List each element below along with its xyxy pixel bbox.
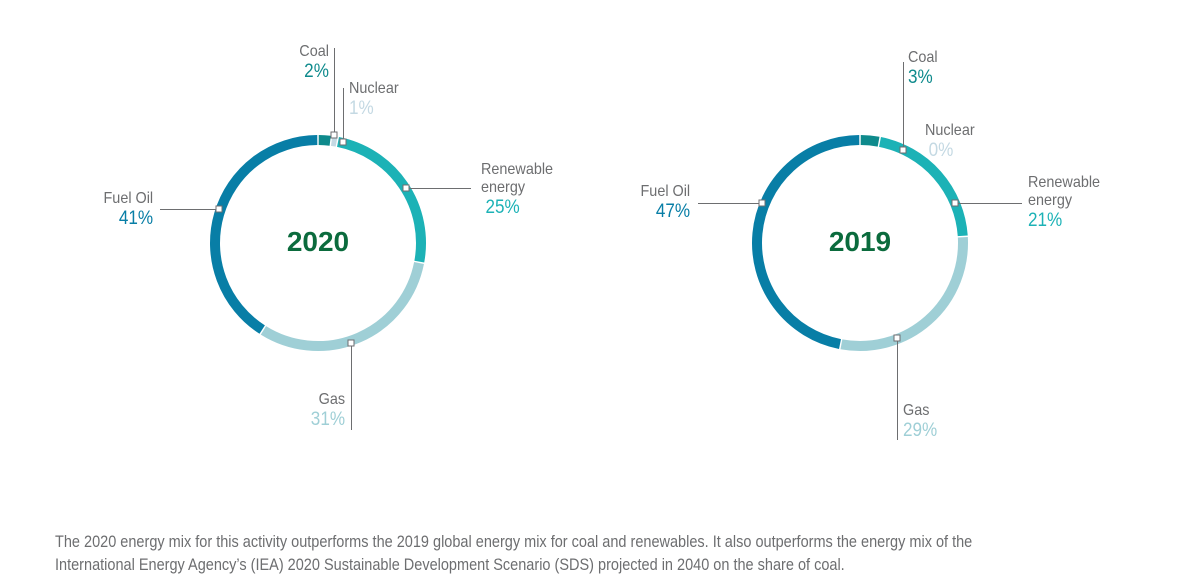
label-pct: 25% bbox=[485, 197, 520, 218]
caption: The 2020 energy mix for this activity ou… bbox=[55, 530, 972, 576]
caption-line-2: International Energy Agency’s (IEA) 2020… bbox=[55, 555, 845, 574]
label-pct: 0% bbox=[928, 140, 954, 161]
label-gas-2019: Gas 29% bbox=[903, 402, 937, 441]
label-pct: 21% bbox=[1028, 210, 1063, 231]
label-name: Fuel Oil bbox=[640, 183, 690, 200]
arc-gas-2020 bbox=[260, 262, 424, 351]
label-gas-2020: Gas 31% bbox=[311, 391, 345, 430]
label-renewable-2020: Renewable energy 25% bbox=[481, 161, 553, 218]
label-nuclear-2019: Nuclear 0% bbox=[925, 122, 975, 161]
label-pct: 47% bbox=[655, 201, 690, 222]
label-coal-2020: Coal 2% bbox=[299, 43, 329, 82]
label-name: Gas bbox=[903, 402, 930, 419]
label-name: Renewable bbox=[481, 161, 554, 178]
label-name: Nuclear bbox=[925, 122, 975, 139]
label-pct: 3% bbox=[908, 67, 933, 88]
label-name: Gas bbox=[318, 391, 345, 408]
donut-title-2019: 2019 bbox=[828, 226, 892, 257]
label-name: Renewable bbox=[1028, 174, 1101, 191]
marker-nuclear-2020 bbox=[339, 138, 347, 146]
marker-fueloil-2019 bbox=[758, 199, 766, 207]
marker-renewable-2020 bbox=[402, 184, 410, 192]
marker-fueloil-2020 bbox=[215, 205, 223, 213]
marker-coal-2019 bbox=[899, 146, 907, 154]
label-name-2: energy bbox=[481, 179, 526, 196]
label-pct: 41% bbox=[118, 208, 153, 229]
marker-coal-2020 bbox=[330, 131, 338, 139]
arc-nuclear-2020 bbox=[330, 135, 338, 147]
arc-fuel-oil-2019 bbox=[752, 135, 860, 349]
arc-renewable-energy-2019 bbox=[878, 137, 968, 237]
marker-gas-2019 bbox=[893, 334, 901, 342]
label-name-2: energy bbox=[1028, 192, 1073, 209]
label-name: Fuel Oil bbox=[103, 190, 153, 207]
label-name: Coal bbox=[908, 49, 938, 66]
arc-gas-2019 bbox=[840, 236, 968, 351]
label-name: Nuclear bbox=[349, 80, 399, 97]
arc-coal-2020 bbox=[318, 135, 331, 146]
label-pct: 29% bbox=[903, 420, 938, 441]
arc-coal-2019 bbox=[860, 135, 880, 147]
marker-gas-2020 bbox=[347, 339, 355, 347]
label-nuclear-2020: Nuclear 1% bbox=[349, 80, 399, 119]
label-fueloil-2020: Fuel Oil 41% bbox=[103, 190, 153, 229]
label-pct: 2% bbox=[304, 61, 329, 82]
label-fueloil-2019: Fuel Oil 47% bbox=[640, 183, 690, 222]
label-name: Coal bbox=[299, 43, 329, 60]
label-pct: 1% bbox=[349, 98, 374, 119]
donut-title-2020: 2020 bbox=[286, 226, 350, 257]
caption-line-1: The 2020 energy mix for this activity ou… bbox=[55, 532, 973, 551]
arc-fuel-oil-2020 bbox=[210, 135, 318, 334]
marker-renewable-2019 bbox=[951, 199, 959, 207]
markers bbox=[215, 131, 959, 347]
label-pct: 31% bbox=[310, 409, 345, 430]
leader-lines bbox=[160, 48, 1022, 440]
label-coal-2019: Coal 3% bbox=[908, 49, 938, 88]
label-renewable-2019: Renewable energy 21% bbox=[1028, 174, 1100, 231]
